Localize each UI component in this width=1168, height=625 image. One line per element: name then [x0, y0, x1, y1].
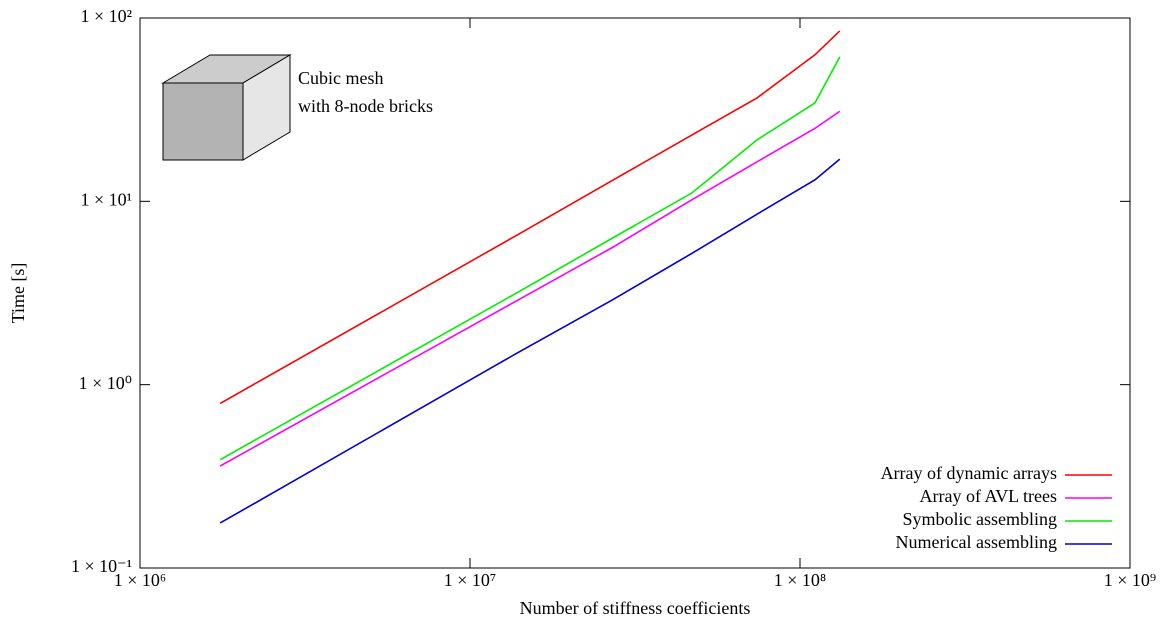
- plot-frame: [139, 17, 1131, 569]
- x-axis-label: Number of stiffness coefficients: [520, 598, 751, 618]
- legend-label: Array of dynamic arrays: [881, 463, 1057, 483]
- x-tick-label: 1 × 10⁸: [774, 570, 826, 590]
- cube-front: [162, 82, 244, 161]
- y-tick-label: 1 × 10⁰: [79, 373, 132, 393]
- x-tick-label: 1 × 10⁶: [114, 570, 166, 590]
- annotation: Cubic mesh: [298, 68, 384, 88]
- legend-label: Array of AVL trees: [920, 486, 1057, 506]
- legend-label: Numerical assembling: [896, 532, 1057, 552]
- legend-label: Symbolic assembling: [903, 509, 1058, 529]
- series-line: [219, 56, 841, 461]
- series-line: [219, 30, 841, 405]
- y-axis-label: Time [s]: [8, 263, 28, 324]
- x-tick-label: 1 × 10⁷: [444, 570, 496, 590]
- y-tick-label: 1 × 10¹: [80, 189, 132, 209]
- annotation: with 8-node bricks: [298, 96, 433, 116]
- series-line: [219, 110, 841, 467]
- series-line: [219, 158, 841, 524]
- cube-side: [242, 54, 291, 161]
- y-tick-label: 1 × 10²: [80, 6, 132, 26]
- x-tick-label: 1 × 10⁹: [1104, 570, 1156, 590]
- y-tick-label: 1 × 10⁻¹: [71, 556, 132, 576]
